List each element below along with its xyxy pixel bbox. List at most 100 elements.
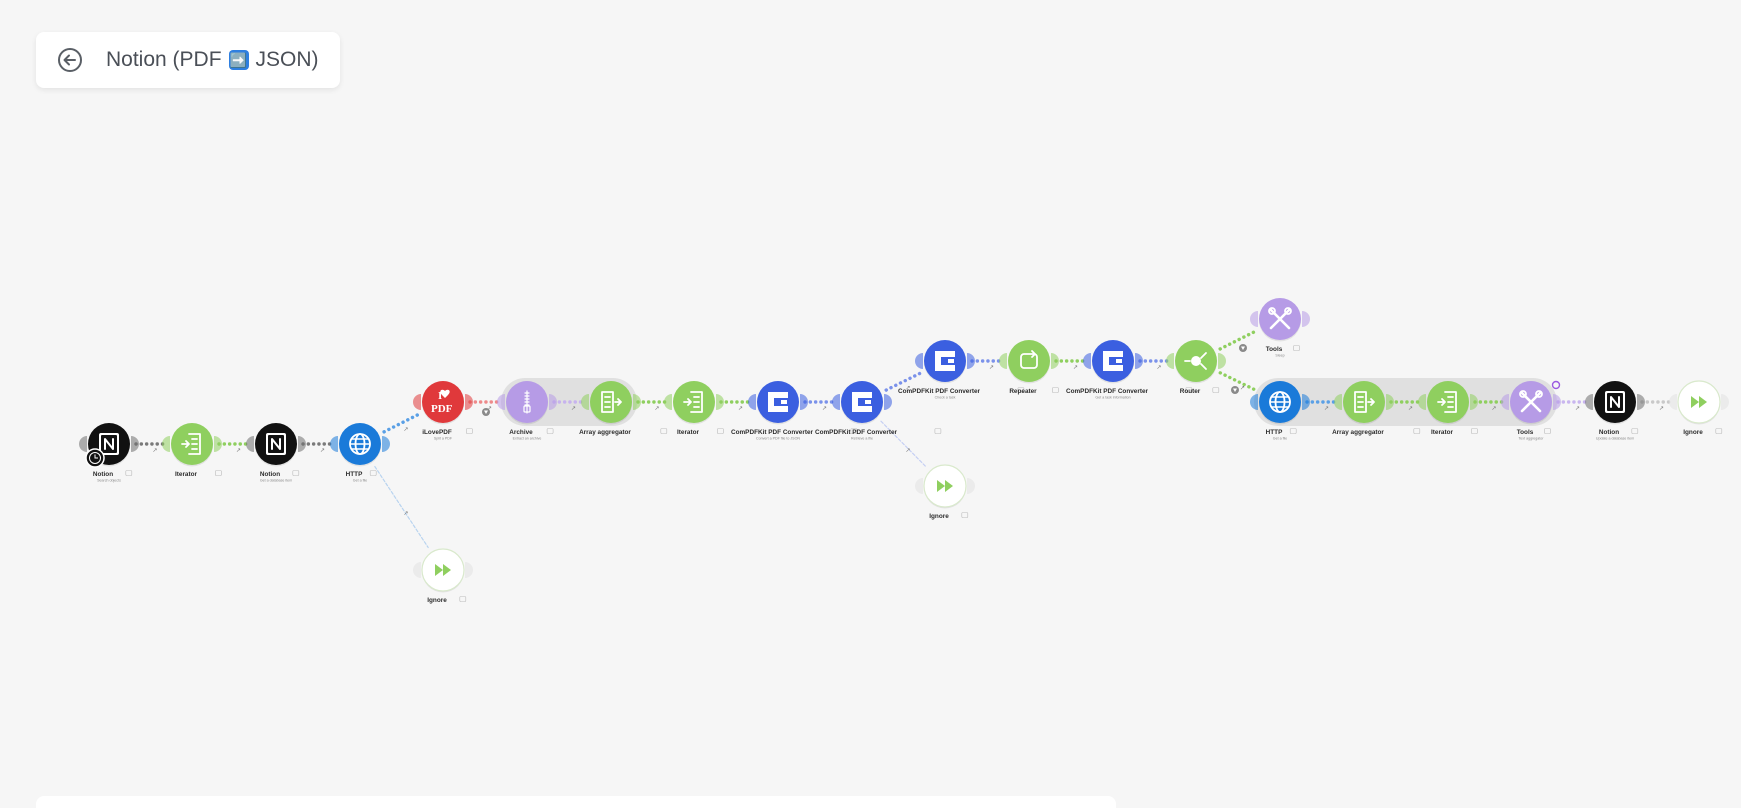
connection-n16-n17[interactable] bbox=[1218, 329, 1258, 351]
filter-funnel-icon[interactable] bbox=[1231, 386, 1239, 394]
fast-forward-icon bbox=[1691, 396, 1707, 408]
zip-icon bbox=[523, 390, 531, 414]
module-subtitle: Convert a PDF file to JSON bbox=[756, 437, 800, 441]
module-circle[interactable] bbox=[590, 381, 632, 423]
filter-wrench-icon[interactable]: ↗ bbox=[236, 447, 241, 454]
module-circle[interactable] bbox=[924, 340, 966, 382]
module-label: iLovePDF bbox=[422, 429, 452, 436]
scenario-title[interactable]: Notion (PDF ➡️ JSON) bbox=[106, 48, 319, 72]
filter-wrench-icon[interactable]: ↗ bbox=[404, 510, 409, 517]
connection-n11-n12[interactable] bbox=[880, 420, 927, 468]
module-router[interactable]: Router bbox=[1166, 340, 1226, 395]
module-id-badge bbox=[1052, 387, 1059, 393]
module-id-badge bbox=[215, 470, 222, 476]
filter-wrench-icon[interactable]: ↗ bbox=[738, 405, 743, 412]
module-iterator[interactable]: Iterator bbox=[162, 423, 222, 478]
scenario-title-end: JSON) bbox=[255, 48, 319, 71]
module-id-badge bbox=[369, 470, 377, 476]
filter-funnel-icon[interactable] bbox=[1239, 344, 1247, 352]
filter-wrench-icon[interactable]: ↗ bbox=[1575, 405, 1580, 412]
module-label: Ignore bbox=[427, 597, 447, 604]
module-ignore[interactable]: Ignore bbox=[915, 464, 975, 520]
filter-wrench-icon[interactable]: ↗ bbox=[1073, 364, 1078, 371]
module-iterator[interactable]: Iterator bbox=[664, 381, 724, 436]
module-id-badge bbox=[1631, 428, 1639, 434]
filter-wrench-icon[interactable]: ↗ bbox=[1240, 385, 1245, 392]
module-label: Repeater bbox=[1009, 388, 1037, 395]
connection-n16-n18[interactable] bbox=[1218, 371, 1258, 392]
module-circle[interactable] bbox=[757, 381, 799, 423]
filter-wrench-icon[interactable]: ↗ bbox=[655, 405, 660, 412]
module-ignore[interactable]: Ignore bbox=[413, 548, 473, 604]
filter-wrench-icon[interactable]: ↗ bbox=[1659, 405, 1664, 412]
module-subtitle: Get a database item bbox=[260, 479, 292, 483]
module-ignore[interactable]: Ignore bbox=[1669, 380, 1729, 436]
compdfkit-icon bbox=[935, 351, 955, 371]
module-circle[interactable] bbox=[422, 381, 464, 423]
module-circle[interactable] bbox=[1343, 381, 1385, 423]
filter-funnel-icon[interactable] bbox=[482, 408, 490, 416]
module-iterator[interactable]: Iterator bbox=[1418, 381, 1478, 436]
filter-wrench-icon[interactable]: ↗ bbox=[906, 447, 911, 454]
module-id-badge bbox=[459, 596, 467, 602]
module-label: ComPDFKit PDF Converter bbox=[731, 429, 814, 436]
iterator-icon bbox=[181, 433, 201, 455]
schedule-clock-icon[interactable] bbox=[85, 448, 105, 468]
error-handler-icon[interactable] bbox=[1551, 380, 1561, 390]
connection-n4-n5[interactable] bbox=[374, 465, 429, 549]
back-button[interactable] bbox=[56, 46, 84, 74]
module-label: Tools bbox=[1266, 346, 1283, 353]
module-label: HTTP bbox=[346, 471, 363, 478]
module-id-badge bbox=[717, 428, 724, 434]
module-subtitle: Split a PDF bbox=[434, 437, 453, 441]
notion-icon bbox=[1605, 391, 1625, 413]
filter-wrench-icon[interactable]: ↗ bbox=[1157, 364, 1162, 371]
connection-n11-n13[interactable] bbox=[884, 371, 923, 392]
filter-wrench-icon[interactable]: ↗ bbox=[906, 385, 911, 392]
filter-wrench-icon[interactable]: ↗ bbox=[320, 447, 325, 454]
module-id-badge bbox=[292, 470, 300, 476]
filter-wrench-icon[interactable]: ↗ bbox=[404, 426, 409, 433]
module-circle[interactable] bbox=[841, 381, 883, 423]
module-label: ComPDFKit PDF Converter bbox=[1066, 388, 1149, 395]
module-circle[interactable] bbox=[1008, 340, 1050, 382]
module-circle[interactable] bbox=[1092, 340, 1134, 382]
filter-wrench-icon[interactable]: ↗ bbox=[1492, 405, 1497, 412]
module-array-aggregator[interactable]: Array aggregator bbox=[1332, 381, 1421, 436]
module-id-badge bbox=[1471, 428, 1478, 434]
module-id-badge bbox=[1289, 428, 1297, 434]
filter-wrench-icon[interactable]: ↗ bbox=[1408, 405, 1413, 412]
filter-wrench-icon[interactable]: ↗ bbox=[989, 364, 994, 371]
module-array-aggregator[interactable]: Array aggregator bbox=[579, 381, 668, 436]
module-id-badge bbox=[1715, 428, 1723, 434]
fast-forward-icon bbox=[435, 564, 451, 576]
filter-wrench-icon[interactable]: ↗ bbox=[1324, 405, 1329, 412]
module-label: Array aggregator bbox=[579, 429, 631, 436]
aggregator-icon bbox=[1354, 391, 1375, 413]
connection-layer: ↗↗↗↗↗↗↗↗↗↗↗↗↗↗↗↗↗↗↗↗↗↗ bbox=[134, 329, 1674, 549]
module-label: ComPDFKit PDF Converter bbox=[898, 388, 981, 395]
module-id-badge bbox=[850, 428, 858, 434]
repeat-icon bbox=[1020, 350, 1038, 369]
filter-wrench-icon[interactable]: ↗ bbox=[822, 405, 827, 412]
connection-n4-n6[interactable] bbox=[382, 412, 421, 434]
filter-wrench-icon[interactable]: ↗ bbox=[487, 405, 492, 412]
filter-wrench-icon[interactable]: ↗ bbox=[153, 447, 158, 454]
module-repeater[interactable]: Repeater bbox=[999, 340, 1059, 395]
module-subtitle: Search objects bbox=[97, 479, 121, 483]
filter-wrench-icon[interactable]: ↗ bbox=[571, 405, 576, 412]
